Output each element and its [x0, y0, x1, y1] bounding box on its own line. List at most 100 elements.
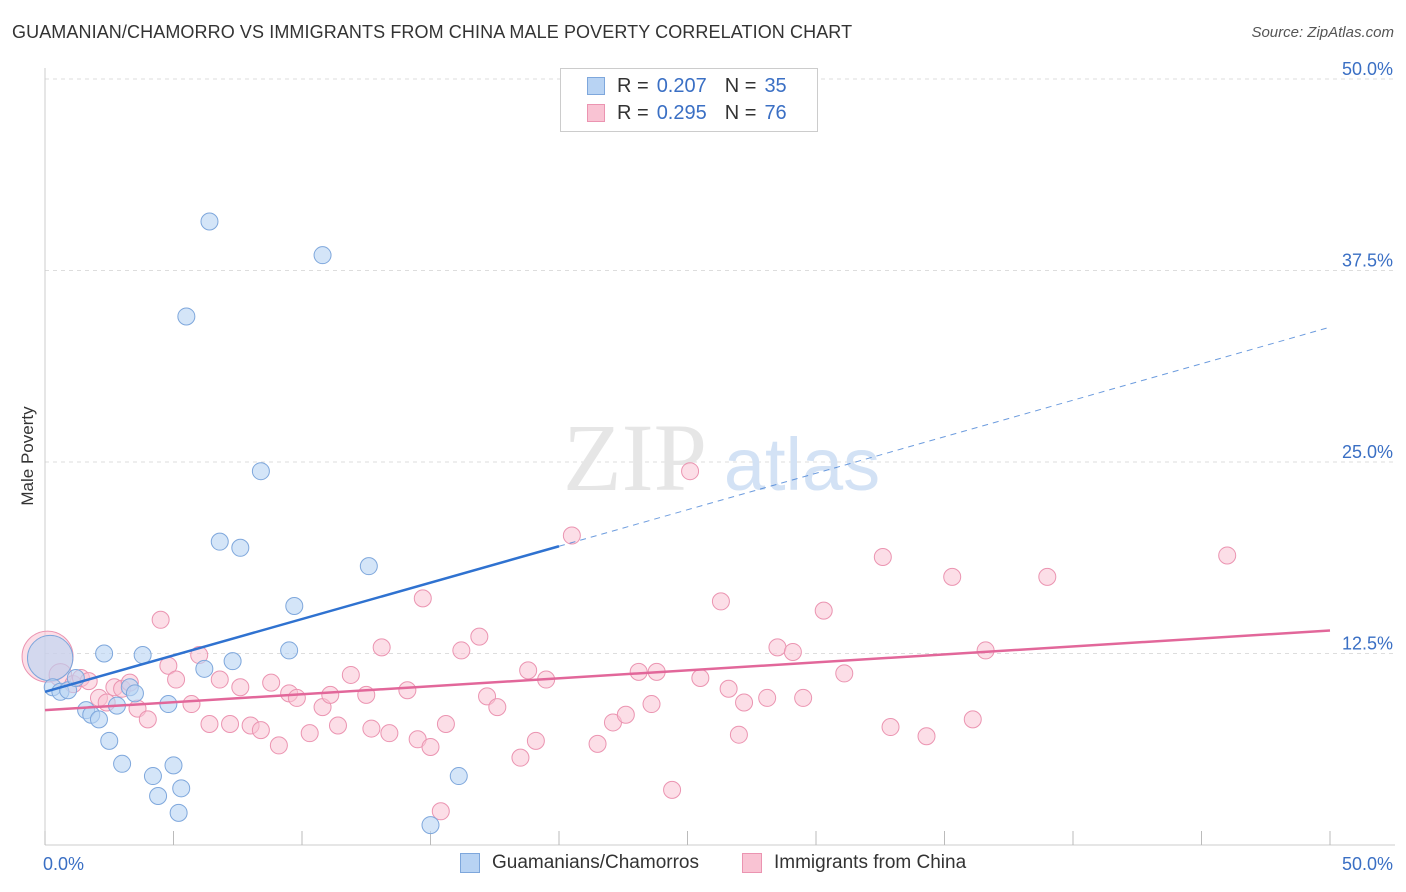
data-point-guamanian	[95, 644, 114, 663]
data-point-china	[642, 695, 661, 714]
data-point-china	[783, 642, 802, 661]
data-point-china	[719, 679, 738, 698]
series-legend-label: Guamanians/Chamorros	[492, 852, 699, 873]
data-point-china	[663, 780, 682, 799]
series-immigrants-from-china	[21, 462, 1237, 821]
data-point-china	[562, 526, 581, 545]
data-point-guamanian	[313, 246, 332, 265]
data-point-china	[436, 714, 455, 733]
data-point-china	[873, 547, 892, 566]
data-point-china	[262, 673, 281, 692]
data-point-guamanian	[251, 462, 270, 481]
data-point-china	[151, 610, 170, 629]
watermark-zip: ZIP	[563, 404, 707, 511]
data-point-china	[943, 567, 962, 586]
data-point-china	[735, 693, 754, 712]
data-point-china	[269, 736, 288, 755]
source-credit: Source: ZipAtlas.com	[1251, 24, 1394, 41]
data-point-guamanian	[359, 557, 378, 576]
data-point-guamanian	[169, 803, 188, 822]
data-point-china	[963, 710, 982, 729]
data-point-china	[511, 748, 530, 767]
data-point-china	[372, 638, 391, 657]
data-point-china	[488, 698, 507, 717]
legend-n-label: N =	[724, 74, 757, 97]
data-point-guamanian	[285, 597, 304, 616]
data-point-guamanian	[195, 659, 214, 678]
data-point-china	[431, 802, 450, 821]
data-point-china	[321, 685, 340, 704]
legend-n-label: N =	[724, 101, 757, 124]
series-legend-label: Immigrants from China	[774, 852, 967, 873]
data-point-china	[421, 737, 440, 756]
data-point-china	[1218, 546, 1237, 565]
legend-n-value: 35	[764, 74, 787, 97]
data-point-guamanian	[164, 756, 183, 775]
series-legend-swatch-pink	[742, 853, 762, 873]
data-point-guamanian	[113, 754, 132, 773]
data-point-guamanian	[89, 710, 108, 729]
data-point-guamanian	[133, 646, 152, 665]
data-point-china	[711, 592, 730, 611]
series-guamanians-chamorros	[26, 212, 468, 835]
watermark-atlas: atlas	[724, 423, 880, 506]
data-point-china	[526, 731, 545, 750]
trend-line-guamanians-extension	[558, 326, 1331, 547]
data-point-china	[231, 678, 250, 697]
data-point-china	[182, 695, 201, 714]
data-point-china	[251, 721, 270, 740]
legend-swatch-pink	[587, 104, 605, 122]
y-tick-label: 25.0%	[1342, 442, 1393, 462]
legend-r-label: R =	[617, 74, 649, 97]
data-point-china	[519, 661, 538, 680]
y-tick-label: 50.0%	[1342, 59, 1393, 79]
data-point-china	[814, 601, 833, 620]
data-point-china	[328, 716, 347, 735]
data-point-china	[729, 725, 748, 744]
data-point-china	[881, 718, 900, 737]
data-point-china	[452, 641, 471, 660]
data-point-guamanian	[231, 538, 250, 557]
data-point-guamanian	[210, 532, 229, 551]
data-point-china	[768, 638, 787, 657]
series-legend: Guamanians/Chamorros Immigrants from Chi…	[0, 852, 1406, 878]
data-point-guamanian	[280, 641, 299, 660]
data-point-guamanian	[223, 652, 242, 671]
data-point-china	[588, 734, 607, 753]
data-point-china	[413, 589, 432, 608]
data-point-guamanian	[125, 684, 144, 703]
legend-r-value: 0.207	[656, 74, 707, 97]
data-point-guamanian	[26, 634, 74, 682]
gridlines	[45, 78, 1395, 654]
legend-r-label: R =	[617, 101, 649, 124]
y-tick-label: 37.5%	[1342, 251, 1393, 271]
x-tick-label: 0.0%	[43, 854, 84, 874]
trend-line-china	[44, 629, 1331, 712]
data-point-china	[362, 719, 381, 738]
legend-n-value: 76	[764, 101, 787, 124]
series-legend-china: Immigrants from China	[742, 852, 966, 874]
legend-row-guamanians: R = 0.207 N = 35	[587, 74, 787, 98]
data-point-guamanian	[200, 212, 219, 231]
series-legend-guamanians: Guamanians/Chamorros	[460, 852, 699, 874]
trend-line-guamanians	[44, 545, 560, 694]
data-point-china	[470, 627, 489, 646]
data-point-china	[380, 724, 399, 743]
data-point-china	[200, 714, 219, 733]
legend-row-china: R = 0.295 N = 76	[587, 101, 787, 125]
data-point-guamanian	[100, 731, 119, 750]
data-point-china	[300, 724, 319, 743]
chart-title: GUAMANIAN/CHAMORRO VS IMMIGRANTS FROM CH…	[12, 22, 853, 42]
x-tick-label: 50.0%	[1342, 854, 1393, 874]
data-point-china	[167, 670, 186, 689]
data-point-guamanian	[172, 779, 191, 798]
data-point-china	[221, 714, 240, 733]
data-point-guamanian	[177, 307, 196, 326]
data-point-china	[835, 664, 854, 683]
data-point-china	[210, 670, 229, 689]
data-point-china	[691, 669, 710, 688]
data-point-guamanian	[149, 786, 168, 805]
data-point-china	[681, 462, 700, 481]
y-tick-label: 12.5%	[1342, 634, 1393, 654]
